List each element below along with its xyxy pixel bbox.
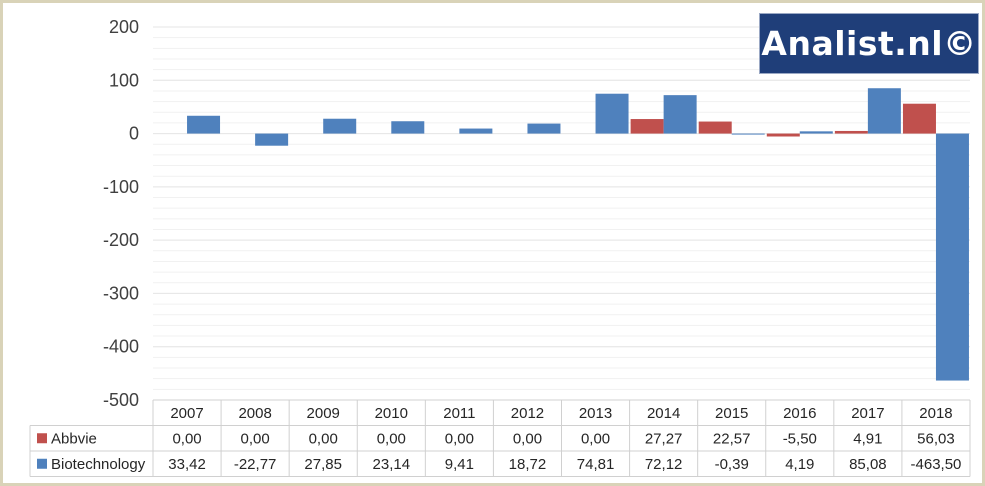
bars xyxy=(187,88,969,381)
x-tick-label: 2009 xyxy=(307,405,340,422)
x-tick-label: 2017 xyxy=(851,405,884,422)
y-tick-label: -100 xyxy=(103,177,139,197)
data-label-biotechnology: 18,72 xyxy=(509,456,547,473)
x-tick-label: 2008 xyxy=(238,405,271,422)
y-tick-label: 0 xyxy=(129,124,139,144)
bar-biotechnology-2017 xyxy=(867,88,901,134)
y-tick-label: -500 xyxy=(103,390,139,410)
data-label-abbvie: 0,00 xyxy=(309,430,338,447)
y-tick-label: -400 xyxy=(103,337,139,357)
data-label-biotechnology: 33,42 xyxy=(168,456,206,473)
data-label-abbvie: 4,91 xyxy=(853,430,882,447)
data-label-biotechnology: 23,14 xyxy=(373,456,411,473)
x-tick-label: 2016 xyxy=(783,405,816,422)
data-label-biotechnology: 9,41 xyxy=(445,456,474,473)
brand-logo: Analist.nl© xyxy=(759,13,979,74)
y-axis: 200 100 0 -100 -200 -300 -400 -500 xyxy=(103,17,139,410)
data-label-biotechnology: -463,50 xyxy=(911,456,962,473)
x-tick-label: 2007 xyxy=(170,405,203,422)
bar-biotechnology-2015 xyxy=(731,133,765,135)
bar-biotechnology-2012 xyxy=(527,123,561,134)
bar-biotechnology-2011 xyxy=(459,128,493,134)
bar-abbvie-2018 xyxy=(902,103,936,134)
data-label-abbvie: 0,00 xyxy=(513,430,542,447)
x-tick-label: 2012 xyxy=(511,405,544,422)
y-tick-label: 200 xyxy=(109,17,139,37)
data-label-abbvie: 0,00 xyxy=(581,430,610,447)
bar-abbvie-2015 xyxy=(698,121,732,134)
data-label-abbvie: 56,03 xyxy=(917,430,955,447)
bar-biotechnology-2016 xyxy=(799,131,833,134)
x-tick-label: 2015 xyxy=(715,405,748,422)
minor-gridlines xyxy=(153,26,970,401)
data-label-biotechnology: -22,77 xyxy=(234,456,277,473)
data-label-abbvie: 0,00 xyxy=(445,430,474,447)
legend-swatch-biotechnology xyxy=(37,458,47,469)
brand-logo-text: Analist.nl© xyxy=(761,24,977,63)
chart-svg: 200 100 0 -100 -200 -300 -400 -500 2007 2008 2009… xyxy=(29,17,971,477)
x-tick-label: 2011 xyxy=(443,405,475,422)
y-tick-label: 100 xyxy=(109,70,139,90)
data-label-biotechnology: 27,85 xyxy=(304,456,342,473)
x-tick-label: 2010 xyxy=(375,405,408,422)
bar-abbvie-2016 xyxy=(766,133,800,137)
bar-biotechnology-2008 xyxy=(255,133,289,146)
bar-biotechnology-2007 xyxy=(187,115,221,134)
data-label-biotechnology: 85,08 xyxy=(849,456,887,473)
bar-biotechnology-2014 xyxy=(663,95,697,134)
legend-swatch-abbvie xyxy=(37,433,47,444)
data-label-biotechnology: -0,39 xyxy=(715,456,749,473)
data-label-biotechnology: 72,12 xyxy=(645,456,683,473)
bar-biotechnology-2013 xyxy=(595,93,629,134)
legend-label-biotechnology: Biotechnology xyxy=(51,456,146,473)
data-label-abbvie: 27,27 xyxy=(645,430,683,447)
data-label-abbvie: 0,00 xyxy=(172,430,201,447)
data-label-abbvie: 0,00 xyxy=(377,430,406,447)
bar-biotechnology-2010 xyxy=(391,121,425,134)
data-label-abbvie: 22,57 xyxy=(713,430,751,447)
x-tick-label: 2014 xyxy=(647,405,680,422)
bar-biotechnology-2009 xyxy=(323,118,357,134)
data-label-biotechnology: 74,81 xyxy=(577,456,615,473)
y-tick-label: -200 xyxy=(103,230,139,250)
x-tick-label: 2013 xyxy=(579,405,612,422)
bar-abbvie-2014 xyxy=(630,119,664,134)
y-tick-label: -300 xyxy=(103,283,139,303)
bar-abbvie-2017 xyxy=(834,130,868,134)
major-gridlines xyxy=(153,26,970,401)
data-label-abbvie: 0,00 xyxy=(241,430,270,447)
x-tick-label: 2018 xyxy=(919,405,952,422)
data-label-abbvie: -5,50 xyxy=(783,430,817,447)
data-label-biotechnology: 4,19 xyxy=(785,456,814,473)
legend-label-abbvie: Abbvie xyxy=(51,430,97,447)
data-table: 2007 2008 2009 2010 2011 2012 2013 2014 2015 2016… xyxy=(29,399,971,477)
bar-biotechnology-2018 xyxy=(935,133,969,381)
